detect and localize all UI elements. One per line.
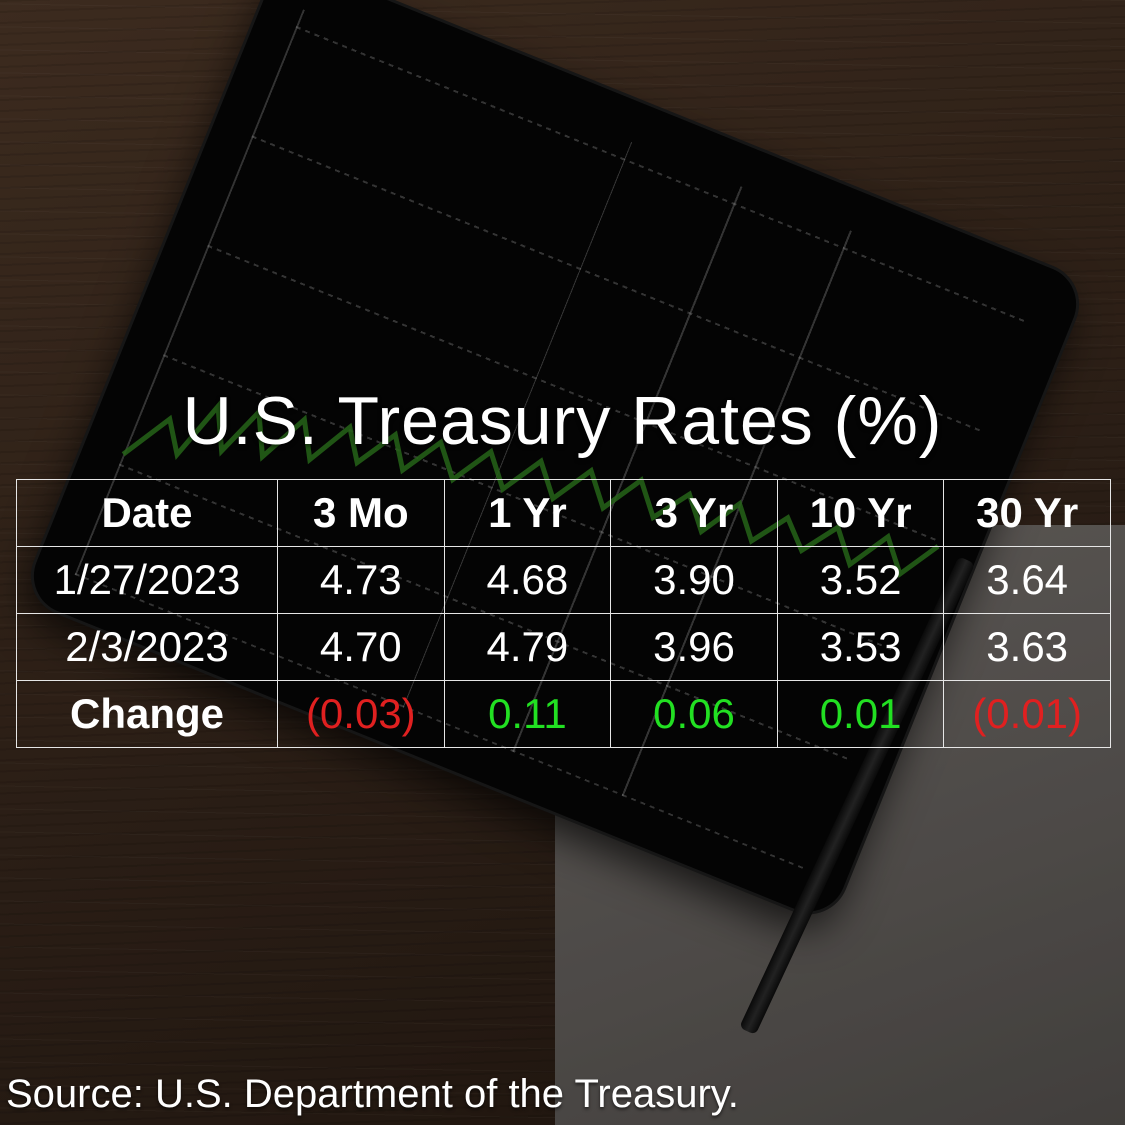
change-cell-negative: (0.01) [943, 680, 1111, 748]
header-30yr: 30 Yr [943, 479, 1111, 547]
table-cell: 3.96 [610, 613, 778, 681]
change-cell-positive: 0.01 [776, 680, 945, 748]
table-cell: 4.79 [443, 613, 612, 681]
change-cell-negative: (0.03) [277, 680, 445, 748]
treasury-rates-table: Date 3 Mo 1 Yr 3 Yr 10 Yr 30 Yr 1/27/202… [16, 479, 1111, 748]
table-cell: 3.53 [776, 613, 945, 681]
change-row: Change (0.03) 0.11 0.06 0.01 (0.01) [16, 680, 1111, 748]
change-label: Change [16, 680, 278, 748]
table-cell: 3.63 [943, 613, 1111, 681]
table-cell: 4.70 [277, 613, 445, 681]
source-footnote: Source: U.S. Department of the Treasury. [6, 1072, 739, 1116]
change-cell-positive: 0.06 [610, 680, 778, 748]
table-row: 1/27/2023 4.73 4.68 3.90 3.52 3.64 [16, 546, 1111, 614]
chart-title: U.S. Treasury Rates (%) [182, 383, 943, 459]
table-cell: 3.90 [610, 546, 778, 614]
table-cell: 3.64 [943, 546, 1111, 614]
row-date: 1/27/2023 [16, 546, 278, 614]
table-cell: 4.73 [277, 546, 445, 614]
table-cell: 4.68 [443, 546, 612, 614]
change-cell-positive: 0.11 [443, 680, 612, 748]
header-10yr: 10 Yr [776, 479, 945, 547]
table-cell: 3.52 [776, 546, 945, 614]
header-1yr: 1 Yr [443, 479, 612, 547]
header-date: Date [16, 479, 278, 547]
row-date: 2/3/2023 [16, 613, 278, 681]
table-row: 2/3/2023 4.70 4.79 3.96 3.53 3.63 [16, 613, 1111, 681]
header-3mo: 3 Mo [277, 479, 445, 547]
header-3yr: 3 Yr [610, 479, 778, 547]
table-header-row: Date 3 Mo 1 Yr 3 Yr 10 Yr 30 Yr [16, 479, 1111, 547]
